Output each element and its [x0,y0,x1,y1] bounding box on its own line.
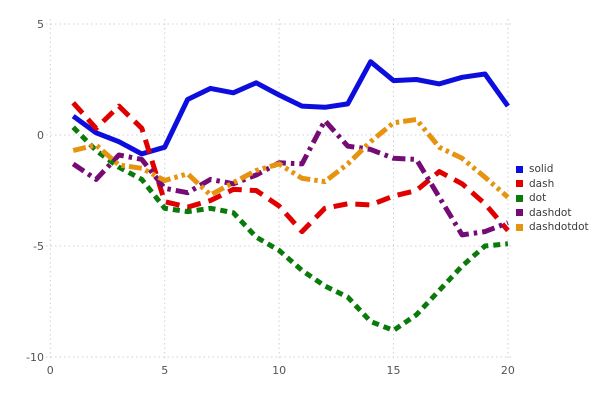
legend-label: dot [529,192,547,204]
y-tick-label: 5 [37,18,44,31]
tick-labels: 0 5 10 15 20 5 0 -5 -10 [26,18,515,377]
legend-item-dashdot: dashdot [516,206,589,221]
y-tick-label: -10 [26,351,44,364]
legend-swatch-dashdot [516,209,523,217]
series-line-dot [71,125,509,333]
legend-item-dot: dot [516,191,589,206]
legend-label: dash [529,177,555,190]
series-line-solid [71,59,510,157]
legend-swatch-dash [516,180,523,188]
legend-item-dashdotdot: dashdotdot [516,220,589,235]
series-line-dash [71,101,510,235]
x-tick-label: 20 [501,364,515,377]
series-line-dashdot [71,118,509,238]
y-tick-label: -5 [33,240,44,253]
x-tick-label: 15 [387,364,401,377]
series-line-dashdotdot [72,117,510,200]
legend-label: dashdot [529,206,572,219]
legend-swatch-solid [516,165,523,173]
legend-swatch-dot [516,194,523,202]
legend-label: dashdotdot [529,221,589,233]
legend-item-dash: dash [516,177,589,192]
legend-swatch-dashdotdot [516,223,523,231]
x-tick-label: 10 [272,364,286,377]
legend-label: solid [529,163,554,175]
legend-item-solid: solid [516,162,589,177]
gridlines [46,19,512,361]
y-tick-label: 0 [37,129,44,142]
chart-legend: solid dash dot dashdot dashdotdot [516,162,589,235]
x-tick-label: 0 [47,364,54,377]
x-tick-label: 5 [161,364,168,377]
